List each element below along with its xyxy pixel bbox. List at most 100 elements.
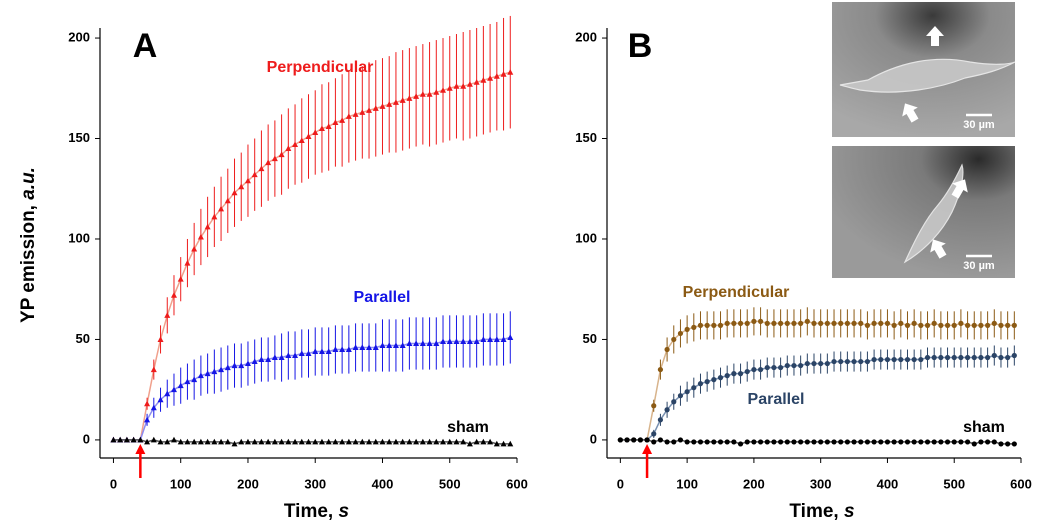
marker (487, 438, 494, 445)
marker (744, 320, 750, 326)
marker (480, 438, 487, 445)
marker (764, 320, 770, 326)
x-tick-label: 100 (676, 476, 698, 491)
series-line (113, 71, 511, 441)
marker (332, 119, 339, 125)
marker (958, 439, 964, 445)
y-tick-label: 100 (575, 230, 597, 245)
marker (413, 438, 420, 445)
marker (778, 364, 784, 371)
marker (466, 81, 473, 87)
marker (399, 97, 406, 103)
marker (379, 438, 386, 445)
marker (704, 322, 710, 328)
marker (978, 354, 984, 361)
marker (265, 356, 272, 363)
y-tick-label: 100 (68, 230, 90, 245)
marker (684, 389, 690, 395)
marker (258, 165, 265, 172)
marker (218, 205, 225, 212)
marker (507, 440, 514, 447)
marker (271, 155, 278, 162)
marker (657, 437, 664, 443)
marker (332, 438, 339, 445)
marker (904, 356, 911, 363)
marker (811, 439, 817, 445)
x-axis-label-unit: s (844, 501, 855, 522)
pointer-arrow (926, 26, 944, 46)
marker (891, 322, 897, 328)
marker (998, 354, 1004, 361)
marker (285, 352, 292, 359)
marker (891, 356, 897, 363)
marker (446, 338, 453, 344)
marker (359, 344, 366, 350)
marker (157, 438, 164, 445)
marker (204, 438, 211, 445)
x-axis-label-unit: s (338, 501, 349, 522)
marker (399, 342, 406, 348)
x-axis-label: Time, s (284, 501, 349, 522)
marker (891, 439, 897, 445)
marker (918, 322, 924, 328)
series-label: Parallel (748, 391, 805, 408)
marker (379, 342, 386, 348)
marker (971, 354, 977, 361)
panel: 0 50 100 150 200 0 100 200 300 400 500 600 Time, s B P… (575, 2, 1032, 522)
marker (211, 368, 218, 375)
marker (878, 356, 884, 363)
marker (339, 346, 346, 352)
marker (717, 322, 724, 328)
marker (844, 439, 850, 445)
x-tick-label: 200 (743, 476, 765, 491)
marker (898, 320, 904, 326)
marker (265, 438, 272, 445)
marker (778, 439, 784, 445)
marker (305, 133, 312, 140)
marker (938, 354, 944, 361)
series-label: sham (447, 419, 489, 436)
marker (453, 83, 460, 89)
marker (878, 439, 884, 445)
marker (724, 439, 730, 445)
marker (757, 439, 764, 445)
series-label: Perpendicular (267, 59, 374, 76)
micrograph (832, 146, 1015, 278)
y-tick-label: 50 (76, 331, 90, 346)
marker (904, 439, 911, 445)
series-label: sham (963, 419, 1005, 436)
marker (944, 439, 951, 445)
marker (951, 439, 957, 445)
marker (651, 431, 657, 437)
marker (150, 404, 157, 411)
marker (258, 356, 265, 363)
marker (433, 340, 440, 346)
marker (924, 322, 931, 328)
marker (744, 439, 750, 445)
marker (751, 318, 757, 324)
marker (884, 356, 891, 363)
marker (271, 438, 278, 445)
marker (898, 439, 904, 445)
marker (231, 362, 238, 369)
marker (426, 340, 433, 346)
marker (453, 438, 460, 445)
y-axis-label-unit: a.u. (18, 167, 39, 200)
y-tick-label: 200 (68, 29, 90, 44)
marker (177, 438, 184, 445)
marker (473, 338, 480, 344)
marker (413, 340, 420, 346)
marker (798, 320, 804, 326)
marker (617, 437, 623, 443)
marker (831, 358, 837, 365)
marker (737, 320, 744, 326)
marker (737, 441, 744, 447)
marker (791, 320, 797, 326)
marker (804, 360, 810, 367)
y-tick-label: 50 (583, 331, 597, 346)
pointer-arrow (902, 103, 919, 123)
marker (944, 354, 951, 361)
marker (818, 320, 824, 326)
series-label: Parallel (354, 289, 411, 306)
marker (1005, 354, 1011, 361)
